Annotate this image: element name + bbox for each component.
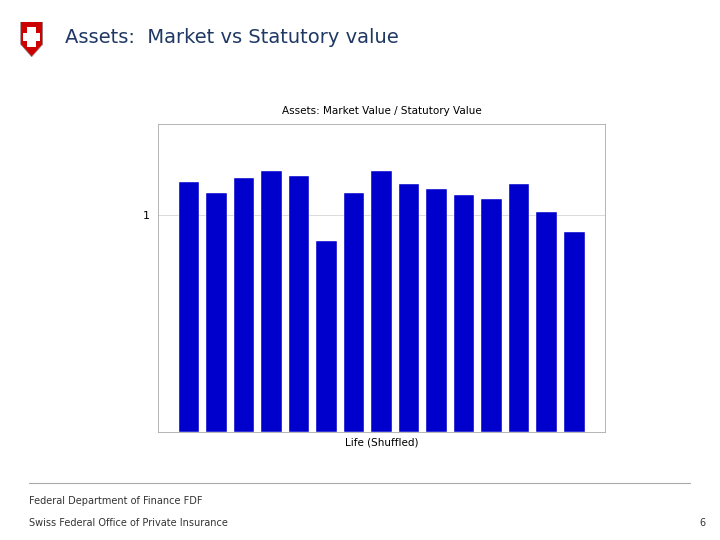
Bar <box>289 176 310 432</box>
Bar <box>179 182 199 432</box>
Polygon shape <box>21 22 42 57</box>
Bar <box>564 232 585 432</box>
Bar <box>454 195 474 432</box>
Bar <box>27 26 36 47</box>
Text: Federal Department of Finance FDF: Federal Department of Finance FDF <box>29 496 202 506</box>
Bar <box>316 241 337 432</box>
Text: Assets: Market Value / Statutory Value: Assets: Market Value / Statutory Value <box>282 106 482 116</box>
Bar <box>234 178 254 432</box>
Bar <box>23 33 40 40</box>
Bar <box>399 184 420 432</box>
Bar <box>426 188 447 432</box>
Text: Swiss Federal Office of Private Insurance: Swiss Federal Office of Private Insuranc… <box>29 517 228 528</box>
Bar <box>261 171 282 432</box>
Bar <box>536 212 557 432</box>
Bar <box>372 171 392 432</box>
Bar <box>482 199 502 432</box>
Bar <box>509 184 529 432</box>
X-axis label: Life (Shuffled): Life (Shuffled) <box>345 437 418 448</box>
Bar <box>343 193 364 432</box>
Text: 6: 6 <box>699 517 706 528</box>
Bar <box>206 193 227 432</box>
Text: Assets:  Market vs Statutory value: Assets: Market vs Statutory value <box>65 28 399 48</box>
